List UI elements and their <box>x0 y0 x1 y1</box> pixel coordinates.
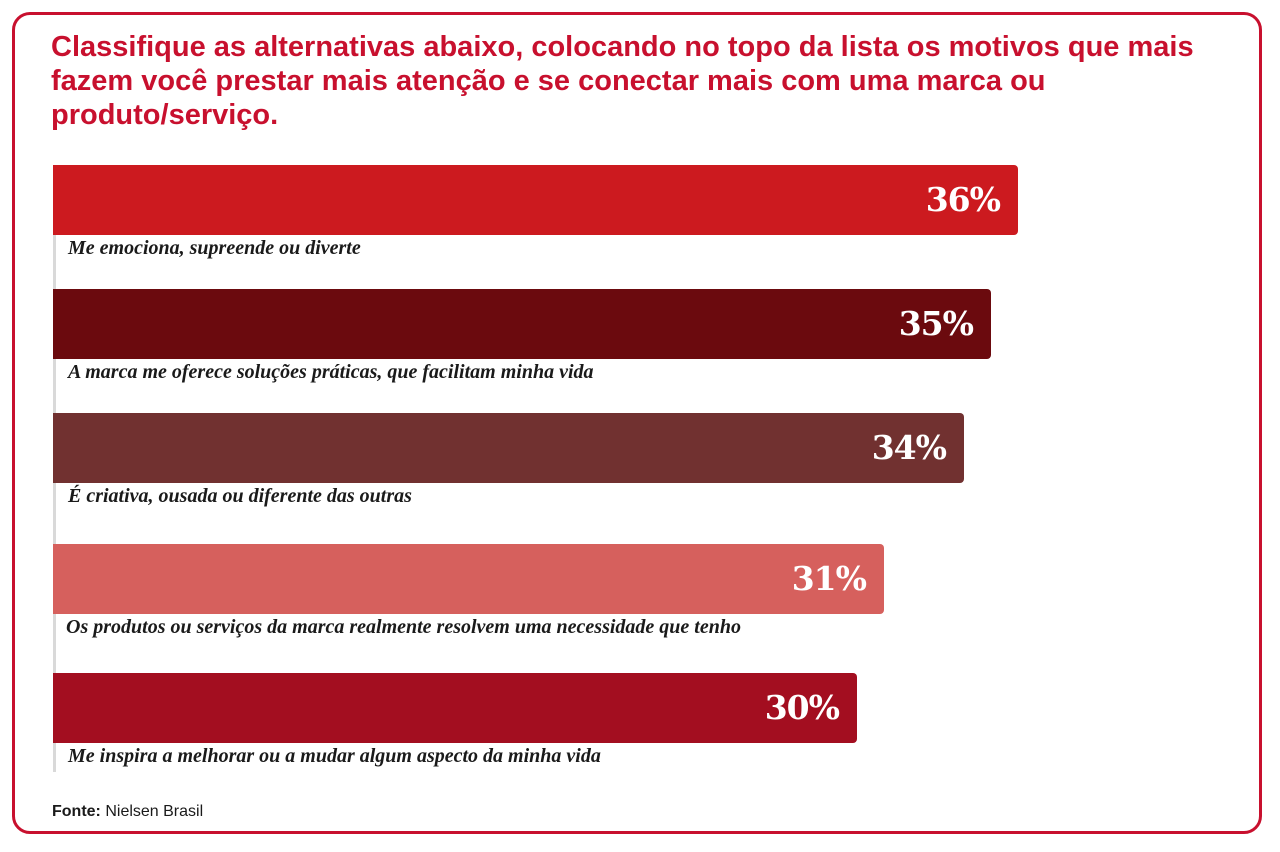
category-label: Me inspira a melhorar ou a mudar algum a… <box>68 745 601 767</box>
bar-value-label: 34% <box>871 428 947 467</box>
bar-1: 36% <box>53 165 1018 235</box>
source-label: Fonte: <box>52 803 101 820</box>
bar-4: 31% <box>53 544 884 614</box>
category-label: Os produtos ou serviços da marca realmen… <box>66 616 741 638</box>
bar-value-label: 31% <box>791 559 867 598</box>
bar-2: 35% <box>53 289 991 359</box>
bar-value-label: 30% <box>764 688 840 727</box>
category-label: É criativa, ousada ou diferente das outr… <box>68 485 412 507</box>
bar-value-label: 36% <box>925 180 1001 219</box>
source-note: Fonte: Nielsen Brasil <box>52 803 203 821</box>
source-text: Nielsen Brasil <box>105 803 204 820</box>
bar-5: 30% <box>53 673 857 743</box>
bar-value-label: 35% <box>898 304 974 343</box>
category-label: A marca me oferece soluções práticas, qu… <box>68 361 594 383</box>
category-label: Me emociona, supreende ou diverte <box>68 237 361 259</box>
chart-title: Classifique as alternativas abaixo, colo… <box>51 31 1194 131</box>
bar-3: 34% <box>53 413 964 483</box>
